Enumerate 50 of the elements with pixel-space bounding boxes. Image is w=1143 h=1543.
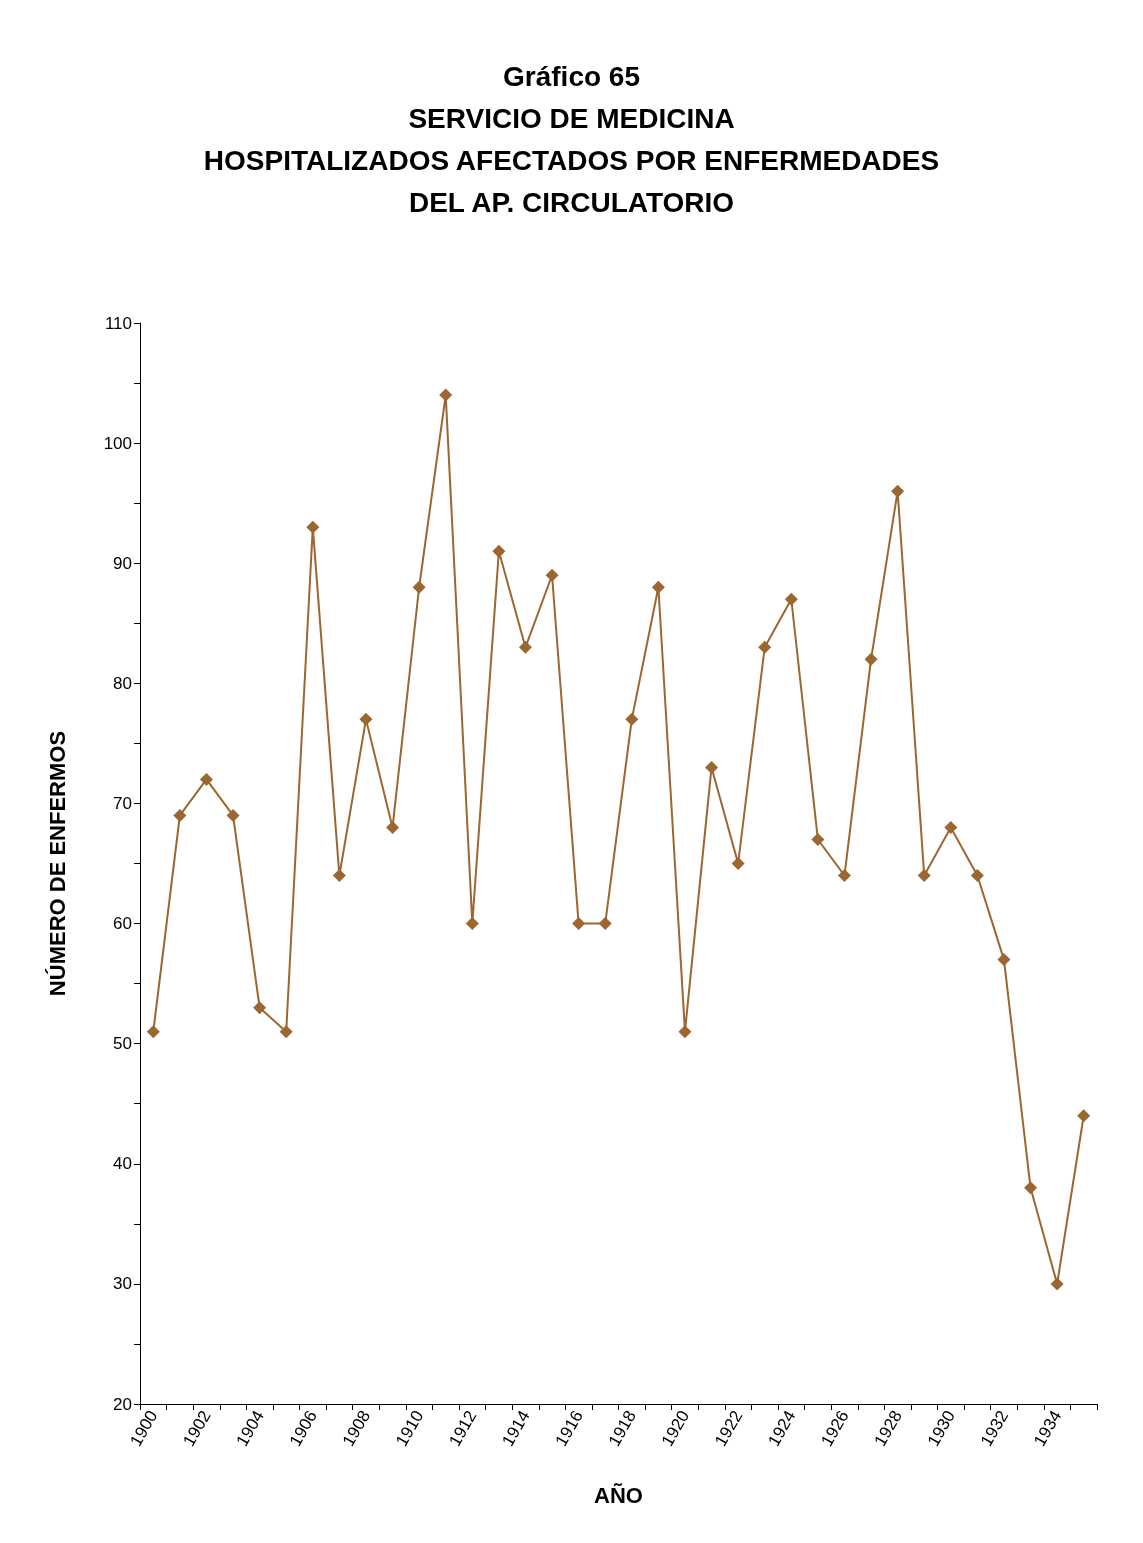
point <box>678 1025 692 1039</box>
point <box>412 580 426 594</box>
point <box>837 869 851 883</box>
point <box>784 592 798 606</box>
point <box>545 568 559 582</box>
y-tick-label: 90 <box>113 553 132 573</box>
point <box>625 712 639 726</box>
point <box>332 869 346 883</box>
point <box>492 544 506 558</box>
y-tick-label: 20 <box>113 1394 132 1414</box>
point <box>731 857 745 870</box>
y-tick-label: 100 <box>103 433 132 453</box>
y-tick-label: 40 <box>113 1154 132 1174</box>
point <box>359 712 373 726</box>
point <box>572 917 586 931</box>
y-tick-label: 60 <box>113 914 132 934</box>
point <box>439 388 453 402</box>
point <box>306 520 320 534</box>
point <box>279 1025 293 1039</box>
point <box>199 772 213 786</box>
point <box>253 1001 267 1015</box>
point <box>891 484 905 498</box>
chart-subtitle: SERVICIO DE MEDICINA HOSPITALIZADOS AFECTADOS POR ENFERMEDADES DEL AP. CIRCULATORIO <box>203 102 940 218</box>
point <box>651 580 665 594</box>
point <box>386 820 400 834</box>
point <box>1050 1277 1064 1291</box>
point <box>864 652 878 666</box>
y-tick-label: 70 <box>113 793 132 813</box>
point <box>146 1025 160 1039</box>
point <box>1024 1181 1038 1195</box>
point <box>226 808 240 822</box>
point <box>1077 1109 1091 1123</box>
point <box>705 760 719 774</box>
point <box>917 869 931 883</box>
point <box>997 953 1011 967</box>
point <box>173 808 187 822</box>
chart-title: Gráfico 65 <box>503 60 640 92</box>
point <box>970 869 984 883</box>
point <box>811 832 825 846</box>
y-tick-label: 80 <box>113 673 132 693</box>
point <box>598 917 612 931</box>
point <box>465 917 479 931</box>
y-tick-label: 30 <box>113 1274 132 1294</box>
y-tick-label: 110 <box>104 313 132 333</box>
x-axis-title: AÑO <box>594 1482 643 1508</box>
point <box>944 820 958 834</box>
point <box>518 640 532 654</box>
y-tick-label: 50 <box>113 1034 132 1054</box>
point <box>758 640 772 654</box>
y-axis-title: NÚMERO DE ENFERMOS <box>44 730 70 997</box>
